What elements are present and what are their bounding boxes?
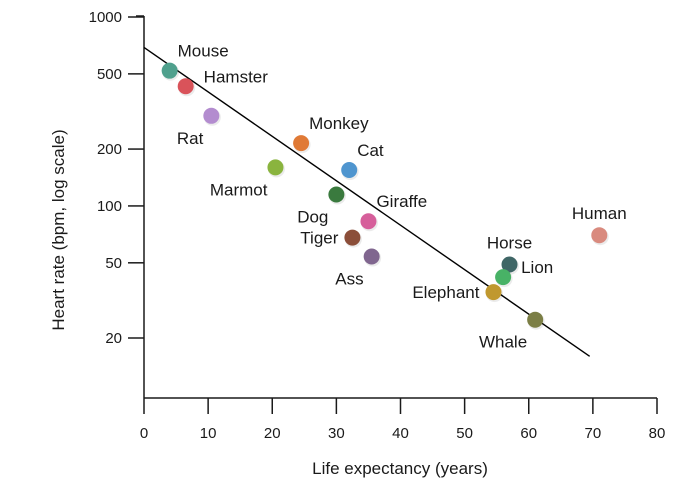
point-label-lion: Lion <box>521 258 553 277</box>
point-cat <box>341 161 358 178</box>
trend-line-group <box>143 46 591 357</box>
x-tick-label: 0 <box>140 425 148 442</box>
point-label-human: Human <box>572 204 627 223</box>
point-label-giraffe: Giraffe <box>376 192 427 211</box>
y-axis-label: Heart rate (bpm, log scale) <box>49 129 68 330</box>
point-ass <box>363 248 380 265</box>
point-label-horse: Horse <box>487 233 532 252</box>
point-label-rat: Rat <box>177 129 204 148</box>
point-horse <box>501 256 518 273</box>
point-label-mouse: Mouse <box>178 42 229 61</box>
point-mouse <box>161 62 178 79</box>
point-hamster <box>177 78 194 95</box>
point-giraffe <box>360 213 377 230</box>
y-tick-label: 20 <box>105 330 122 347</box>
x-tick-label: 30 <box>328 425 345 442</box>
point-label-cat: Cat <box>357 141 384 160</box>
y-tick-label: 50 <box>105 255 122 272</box>
point-label-ass: Ass <box>335 269 363 288</box>
y-tick-label: 100 <box>97 198 122 215</box>
points-group <box>161 62 609 330</box>
point-label-hamster: Hamster <box>204 67 269 86</box>
point-marmot <box>267 159 284 176</box>
point-rat <box>203 107 220 124</box>
point-elephant <box>485 284 502 301</box>
point-label-elephant: Elephant <box>412 283 479 302</box>
y-tick-label: 500 <box>97 66 122 83</box>
x-tick-label: 80 <box>649 425 666 442</box>
point-dog <box>328 186 345 203</box>
x-tick-label: 70 <box>585 425 602 442</box>
point-label-dog: Dog <box>297 207 328 226</box>
x-axis-label: Life expectancy (years) <box>312 459 488 478</box>
point-whale <box>527 311 544 328</box>
point-label-whale: Whale <box>479 333 527 352</box>
x-tick-label: 50 <box>456 425 473 442</box>
x-tick-label: 10 <box>200 425 217 442</box>
axes: 20 50 100 200 500 1000 0 10 20 30 40 50 60 70 80 <box>89 9 666 442</box>
x-tick-label: 20 <box>264 425 281 442</box>
x-tick-label: 60 <box>520 425 537 442</box>
point-tiger <box>344 229 361 246</box>
point-label-tiger: Tiger <box>300 229 338 248</box>
y-tick-label: 200 <box>97 141 122 158</box>
point-labels-group: Mouse Hamster Rat Monkey Marmot Cat Dog Giraffe… <box>177 42 627 352</box>
point-label-monkey: Monkey <box>309 114 369 133</box>
point-lion <box>495 269 512 286</box>
point-monkey <box>293 135 310 152</box>
point-label-marmot: Marmot <box>210 180 268 199</box>
trend-line <box>143 46 591 357</box>
y-tick-label: 1000 <box>89 9 122 26</box>
point-human <box>591 227 608 244</box>
x-tick-label: 40 <box>392 425 409 442</box>
